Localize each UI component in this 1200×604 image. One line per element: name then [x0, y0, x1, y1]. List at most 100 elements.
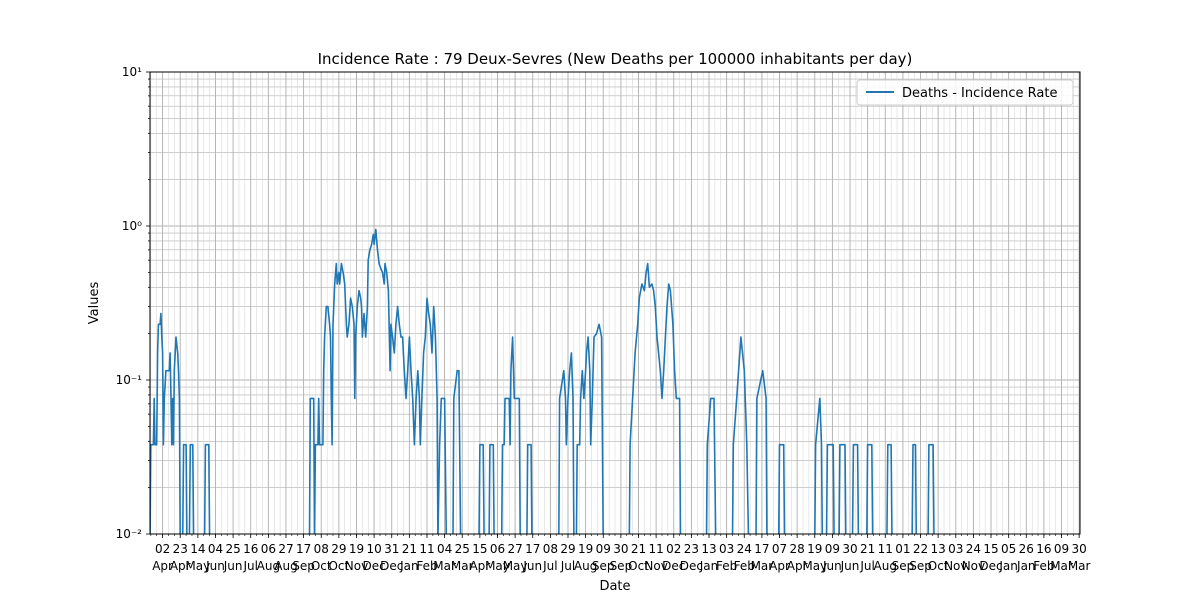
x-tick-label-month: Sep — [892, 559, 915, 573]
x-tick-label-month: Apr — [152, 559, 173, 573]
x-tick-label-day: 03 — [719, 542, 734, 556]
x-tick-label-month: Jul — [242, 559, 257, 573]
x-tick-label-day: 10 — [366, 542, 381, 556]
x-tick-label-month: Mar — [433, 559, 456, 573]
x-axis: 02Apr23Apr14May04Jun25Jun16Jul06Aug27Aug… — [150, 534, 1091, 573]
x-tick-label-day: 15 — [472, 542, 487, 556]
x-tick-label-month: Feb — [734, 559, 755, 573]
x-tick-label-day: 02 — [155, 542, 170, 556]
x-tick-label-day: 29 — [560, 542, 575, 556]
x-tick-label-day: 25 — [455, 542, 470, 556]
y-tick-label: 10⁻¹ — [116, 373, 143, 387]
x-tick-label-month: Jun — [205, 559, 225, 573]
x-tick-label-month: Aug — [274, 559, 297, 573]
x-tick-label-day: 15 — [983, 542, 998, 556]
x-tick-label-day: 21 — [860, 542, 875, 556]
x-tick-label-month: Oct — [311, 559, 332, 573]
x-tick-label-month: Oct — [928, 559, 949, 573]
x-tick-label-day: 06 — [261, 542, 276, 556]
x-tick-label-day: 14 — [190, 542, 205, 556]
x-tick-label-day: 16 — [1036, 542, 1051, 556]
x-tick-label-month: Dec — [662, 559, 685, 573]
x-tick-label-day: 24 — [966, 542, 981, 556]
x-tick-label-day: 22 — [913, 542, 928, 556]
x-tick-label-month: Mar — [451, 559, 474, 573]
x-tick-label-day: 28 — [789, 542, 804, 556]
x-tick-label-month: Mar — [751, 559, 774, 573]
x-tick-label-day: 25 — [225, 542, 240, 556]
x-tick-label-day: 21 — [402, 542, 417, 556]
x-tick-label-day: 30 — [613, 542, 628, 556]
x-tick-label-day: 24 — [737, 542, 752, 556]
y-tick-label: 10⁰ — [122, 219, 142, 233]
x-tick-label-month: May — [503, 559, 528, 573]
x-tick-label-month: Sep — [592, 559, 615, 573]
x-tick-label-month: Sep — [292, 559, 315, 573]
grid — [150, 71, 1080, 535]
x-tick-label-day: 19 — [578, 542, 593, 556]
x-tick-label-month: Nov — [644, 559, 667, 573]
x-tick-label-month: Aug — [257, 559, 280, 573]
x-tick-label-day: 08 — [314, 542, 329, 556]
x-tick-label-month: Jan — [1016, 559, 1036, 573]
x-tick-label-month: Dec — [380, 559, 403, 573]
x-tick-label-day: 16 — [243, 542, 258, 556]
x-tick-label-day: 02 — [666, 542, 681, 556]
x-tick-label-day: 06 — [490, 542, 505, 556]
x-axis-label: Date — [599, 579, 630, 594]
series-line-0 — [150, 228, 935, 534]
legend-label: Deaths - Incidence Rate — [902, 86, 1057, 101]
x-tick-label-day: 11 — [648, 542, 663, 556]
x-tick-label-month: Feb — [716, 559, 737, 573]
x-tick-label-month: Jun — [522, 559, 542, 573]
x-tick-label-day: 13 — [931, 542, 946, 556]
y-axis: 10⁻² 10⁻¹ 10⁰ 10¹ — [116, 65, 150, 541]
x-tick-label-month: Mar — [1050, 559, 1073, 573]
x-tick-label-month: Jun — [822, 559, 842, 573]
x-tick-label-day: 04 — [437, 542, 452, 556]
x-tick-label-day: 19 — [807, 542, 822, 556]
y-axis-label: Values — [87, 282, 102, 325]
x-tick-label-day: 23 — [173, 542, 188, 556]
x-tick-label-day: 30 — [842, 542, 857, 556]
x-tick-label-day: 19 — [349, 542, 364, 556]
x-tick-label-month: Mar — [1068, 559, 1091, 573]
x-tick-label-day: 11 — [419, 542, 434, 556]
legend-box — [856, 79, 1074, 106]
series-layer — [150, 228, 935, 534]
legend: Deaths - Incidence Rate — [856, 79, 1074, 106]
x-tick-label-month: Aug — [574, 559, 597, 573]
x-tick-label-month: Nov — [944, 559, 967, 573]
x-tick-label-day: 09 — [1054, 542, 1069, 556]
x-tick-label-day: 13 — [701, 542, 716, 556]
x-tick-label-day: 27 — [278, 542, 293, 556]
x-tick-label-month: May — [485, 559, 510, 573]
x-tick-label-month: Oct — [628, 559, 649, 573]
y-tick-label: 10⁻² — [116, 527, 143, 541]
x-tick-label-month: May — [185, 559, 210, 573]
x-tick-label-month: Apr — [769, 559, 790, 573]
x-tick-label-month: Jul — [859, 559, 874, 573]
x-tick-label-month: Feb — [1033, 559, 1054, 573]
x-tick-label-day: 03 — [948, 542, 963, 556]
x-tick-label-day: 01 — [895, 542, 910, 556]
x-tick-label-day: 27 — [507, 542, 522, 556]
x-tick-label-day: 09 — [596, 542, 611, 556]
x-tick-label-month: Apr — [469, 559, 490, 573]
x-tick-label-day: 31 — [384, 542, 399, 556]
x-tick-label-day: 17 — [525, 542, 540, 556]
x-tick-label-month: Sep — [610, 559, 633, 573]
x-tick-label-month: Nov — [345, 559, 368, 573]
x-tick-label-month: Dec — [979, 559, 1002, 573]
x-tick-label-day: 29 — [331, 542, 346, 556]
y-tick-label: 10¹ — [122, 65, 142, 79]
x-tick-label-month: Nov — [962, 559, 985, 573]
x-tick-label-month: Jan — [699, 559, 719, 573]
x-tick-label-day: 09 — [825, 542, 840, 556]
x-tick-label-month: Apr — [170, 559, 191, 573]
x-tick-label-month: Aug — [874, 559, 897, 573]
x-tick-label-month: Jan — [399, 559, 419, 573]
x-tick-label-day: 21 — [631, 542, 646, 556]
